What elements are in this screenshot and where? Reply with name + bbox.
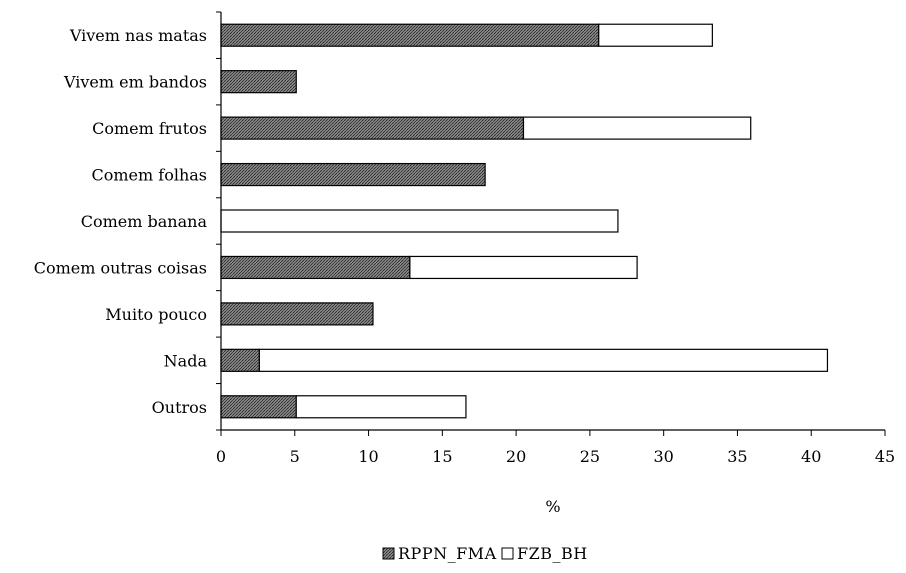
category-label: Vivem nas matas bbox=[69, 26, 207, 45]
legend-swatch-fzb-bh bbox=[501, 547, 514, 560]
category-label: Outros bbox=[152, 398, 207, 417]
x-tick-label: 5 bbox=[290, 447, 300, 466]
bar-fzb-bh-7 bbox=[258, 348, 829, 372]
bar-rppn-fma-1 bbox=[220, 70, 297, 94]
bar-rppn-fma-6 bbox=[220, 302, 374, 326]
x-tick-label: 30 bbox=[653, 447, 673, 466]
x-tick-label: 0 bbox=[216, 447, 226, 466]
category-label: Vivem em bandos bbox=[63, 73, 207, 92]
legend-swatch-rppn-fma bbox=[382, 547, 395, 560]
bar-fzb-bh-4 bbox=[220, 209, 619, 233]
legend: RPPN_FMA FZB_BH bbox=[382, 544, 588, 563]
category-label: Nada bbox=[164, 351, 208, 370]
legend-label-fzb-bh: FZB_BH bbox=[517, 544, 588, 563]
x-tick-label: 35 bbox=[727, 447, 747, 466]
category-label: Comem folhas bbox=[92, 166, 208, 185]
category-label: Muito pouco bbox=[105, 305, 207, 324]
labels-layer: Vivem nas matas Vivem em bandos Comem frut… bbox=[34, 26, 895, 516]
axes-layer bbox=[216, 11, 886, 436]
bar-rppn-fma-7 bbox=[220, 348, 260, 372]
bar-rppn-fma-2 bbox=[220, 116, 525, 140]
legend-label-rppn-fma: RPPN_FMA bbox=[398, 544, 497, 563]
category-label: Comem frutos bbox=[92, 119, 207, 138]
x-tick-label: 15 bbox=[432, 447, 452, 466]
bars-layer bbox=[220, 23, 829, 419]
x-tick-label: 45 bbox=[875, 447, 895, 466]
x-tick-label: 40 bbox=[801, 447, 821, 466]
bar-fzb-bh-2 bbox=[522, 116, 752, 140]
bar-fzb-bh-0 bbox=[598, 23, 713, 47]
bar-rppn-fma-0 bbox=[220, 23, 600, 47]
x-tick-label: 20 bbox=[506, 447, 526, 466]
x-tick-label: 25 bbox=[580, 447, 600, 466]
bar-fzb-bh-5 bbox=[409, 255, 638, 280]
x-axis-title: % bbox=[545, 497, 560, 516]
category-label: Comem outras coisas bbox=[34, 258, 207, 277]
bar-rppn-fma-5 bbox=[220, 255, 411, 280]
bar-rppn-fma-3 bbox=[220, 162, 486, 187]
category-label: Comem banana bbox=[81, 212, 208, 231]
x-tick-label: 10 bbox=[358, 447, 378, 466]
bar-rppn-fma-8 bbox=[220, 395, 297, 419]
bar-fzb-bh-8 bbox=[295, 395, 467, 419]
